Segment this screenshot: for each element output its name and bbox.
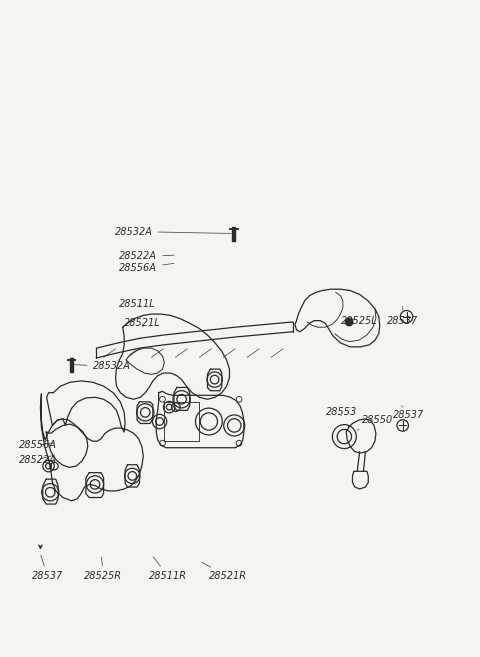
Text: 28553: 28553 — [326, 407, 358, 417]
Text: 28532A: 28532A — [74, 361, 131, 371]
Text: 28511L: 28511L — [120, 298, 156, 309]
Text: 28522A: 28522A — [19, 455, 57, 464]
Text: 28556A: 28556A — [120, 263, 174, 273]
Text: 28521L: 28521L — [124, 318, 161, 328]
Text: 28525R: 28525R — [84, 557, 122, 581]
Text: 28521R: 28521R — [202, 562, 247, 581]
Circle shape — [345, 318, 353, 326]
Text: 28532A: 28532A — [115, 227, 231, 237]
Text: 28550: 28550 — [357, 415, 393, 430]
Text: 28522A: 28522A — [120, 252, 174, 261]
Text: 28556A: 28556A — [19, 440, 57, 450]
Text: 28511R: 28511R — [149, 556, 187, 581]
Text: 28525L: 28525L — [340, 315, 377, 326]
Text: 28537: 28537 — [387, 306, 419, 326]
Text: 28537: 28537 — [32, 555, 63, 581]
Text: 28537: 28537 — [393, 406, 424, 420]
